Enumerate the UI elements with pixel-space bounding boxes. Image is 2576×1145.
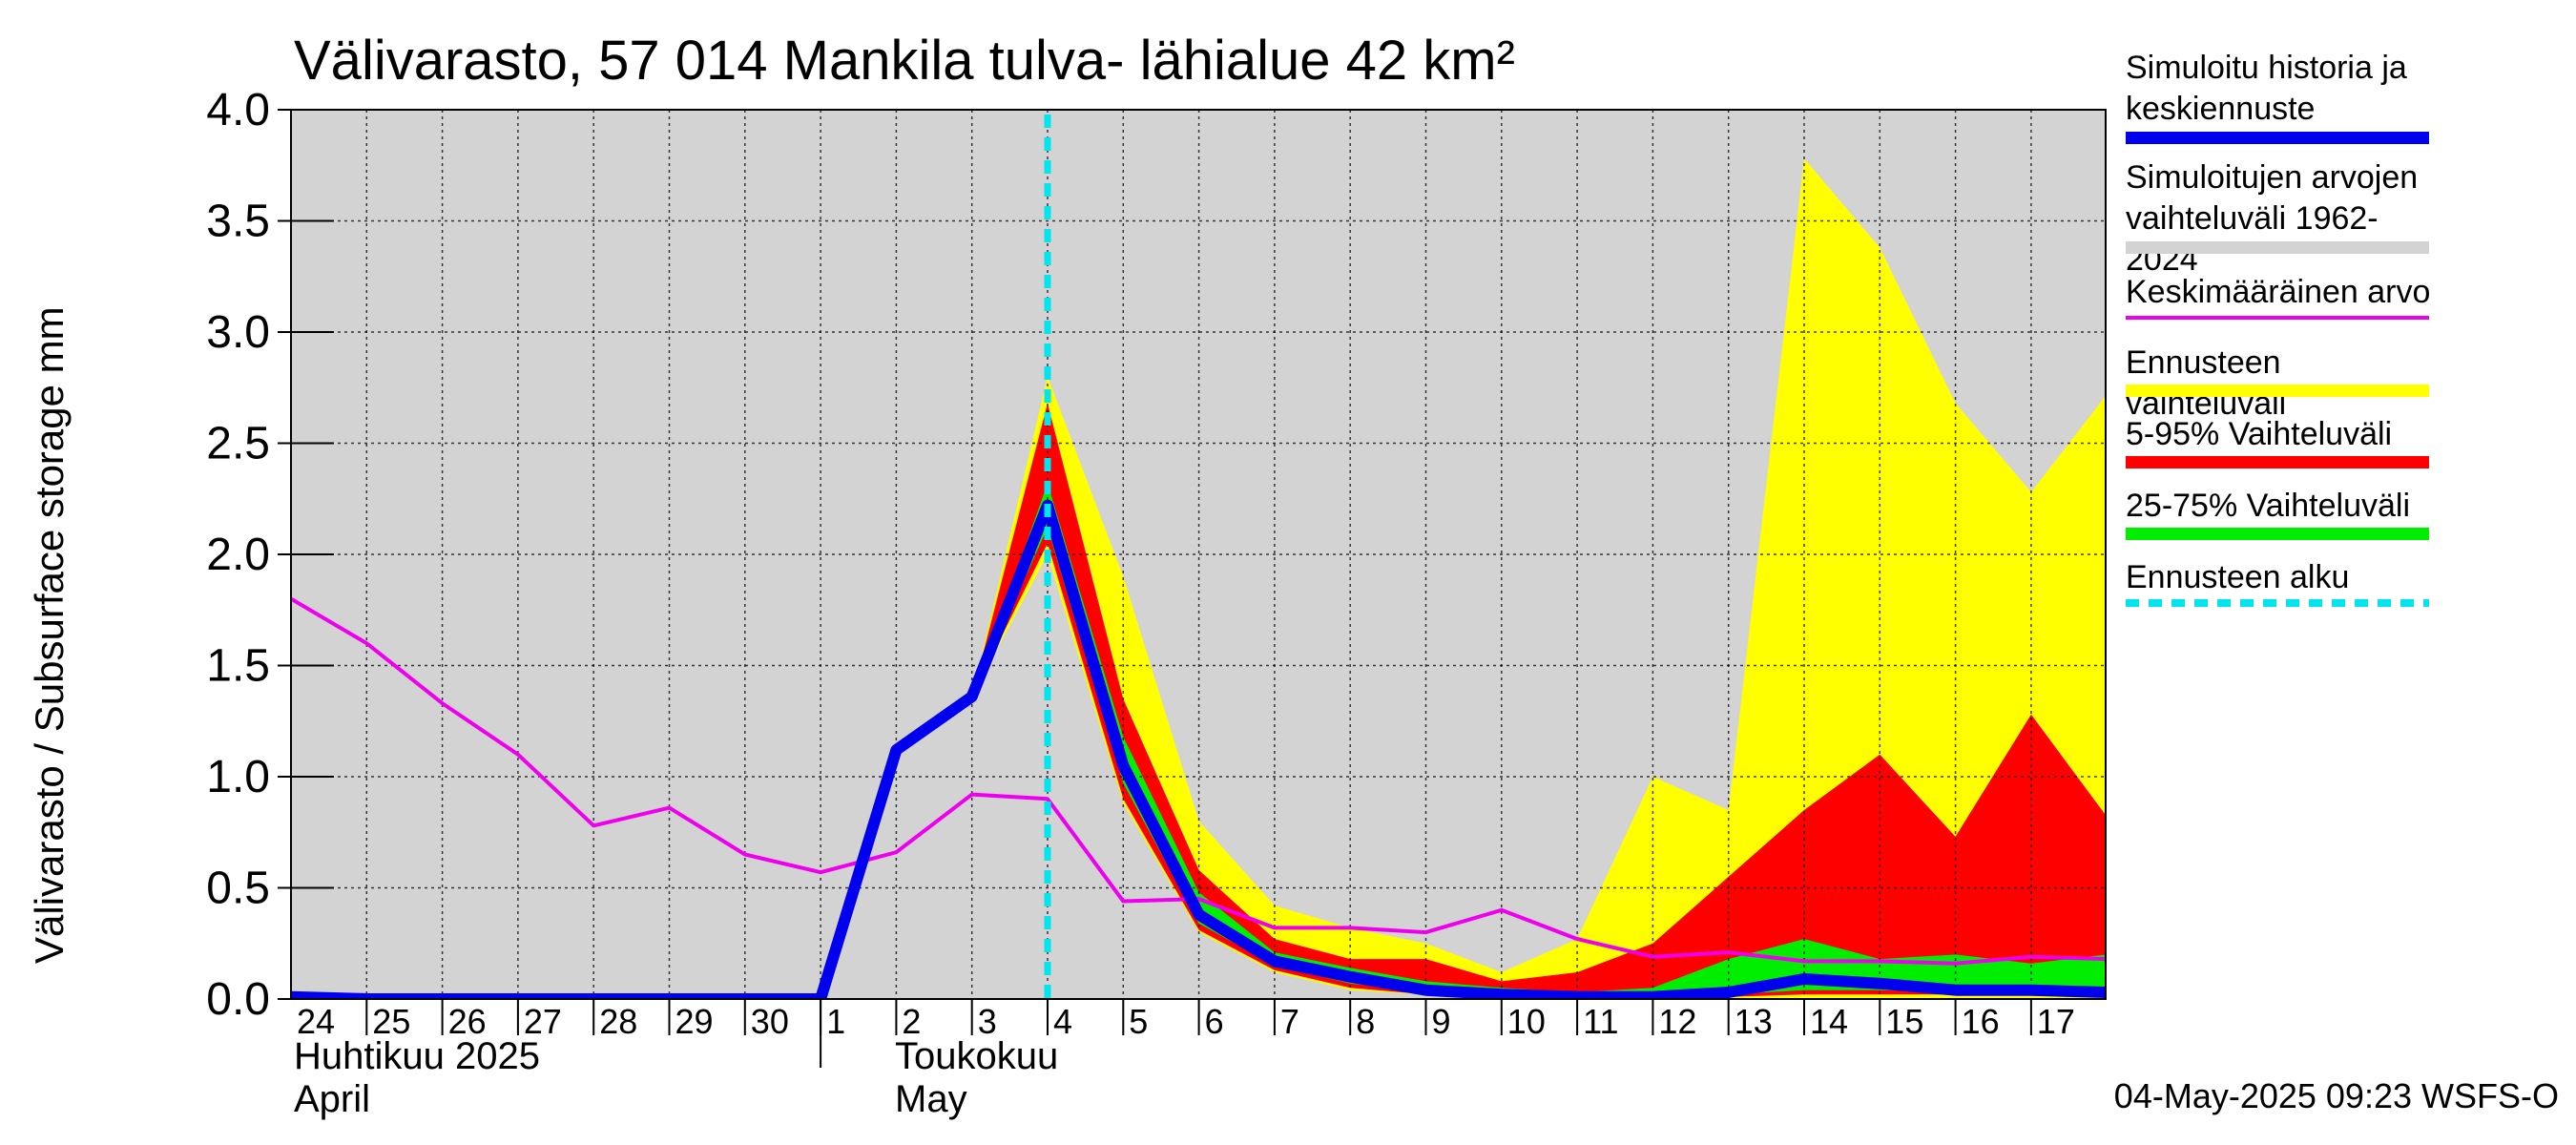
timestamp: 04-May-2025 09:23 WSFS-O [2113, 1076, 2559, 1115]
x-tick-label: 25 [372, 1002, 410, 1041]
month-label-april-en: April [294, 1078, 371, 1120]
legend-label-5-95: 5-95% Vaihteluväli [2126, 416, 2393, 452]
legend-swatch-forecast-start [2126, 599, 2429, 607]
y-tick-label: 0.0 [206, 974, 270, 1025]
y-tick-label: 1.5 [206, 641, 270, 692]
month-label-may-en: May [895, 1078, 967, 1120]
y-tick-label: 2.5 [206, 419, 270, 469]
chart-title: Välivarasto, 57 014 Mankila tulva- lähia… [294, 30, 1515, 92]
x-tick-label: 4 [1053, 1002, 1072, 1041]
y-tick-label: 1.0 [206, 752, 270, 802]
legend-swatch-simulated [2126, 132, 2429, 144]
x-tick-label: 5 [1129, 1002, 1148, 1041]
x-tick-label: 27 [524, 1002, 562, 1041]
x-tick-label: 29 [675, 1002, 714, 1041]
legend-label-historical-range: Simuloitujen arvojen vaihteluväli 1962-2… [2126, 159, 2419, 278]
legend-swatch-forecast-range [2126, 385, 2429, 397]
month-label-may-fi: Toukokuu [895, 1035, 1059, 1077]
legend-label-forecast-start: Ennusteen alku [2126, 559, 2350, 595]
x-tick-label: 9 [1432, 1002, 1451, 1041]
x-tick-label: 11 [1583, 1002, 1618, 1041]
y-tick-label: 3.0 [206, 307, 270, 358]
series-line-keskim-r-inen-arvo [291, 596, 2106, 966]
month-label-april-fi: Huhtikuu 2025 [294, 1035, 540, 1077]
y-axis-label: Välivarasto / Subsurface storage mm [27, 306, 72, 964]
legend-label-simulated: Simuloitu historia ja keskiennuste [2126, 50, 2407, 127]
y-tick-label: 4.0 [206, 85, 270, 135]
x-tick-label: 24 [297, 1002, 335, 1041]
legend-swatch-mean [2126, 316, 2429, 320]
legend-swatch-25-75 [2126, 528, 2429, 540]
legend-item-forecast-range: Ennusteen vaihteluväli [2126, 343, 2441, 425]
band-5-95-vaihteluv-li [971, 403, 2106, 999]
x-tick-label: 3 [978, 1002, 997, 1041]
legend-label-25-75: 25-75% Vaihteluväli [2126, 488, 2410, 524]
x-tick-label: 6 [1205, 1002, 1224, 1041]
legend-swatch-5-95 [2126, 456, 2429, 468]
y-tick-label: 0.5 [206, 864, 270, 914]
x-tick-label: 8 [1356, 1002, 1375, 1041]
legend-label-forecast-range: Ennusteen vaihteluväli [2126, 344, 2287, 422]
legend-item-5-95: 5-95% Vaihteluväli [2126, 414, 2441, 468]
legend-item-mean: Keskimääräinen arvo [2126, 272, 2441, 320]
legend-label-mean: Keskimääräinen arvo [2126, 274, 2431, 310]
series-line-simuloitu-historia-ja-keskiennuste [291, 499, 2106, 999]
x-tick-label: 10 [1507, 1002, 1546, 1041]
x-tick-label: 28 [599, 1002, 637, 1041]
x-tick-label: 2 [902, 1002, 921, 1041]
x-tick-label: 16 [1962, 1002, 2000, 1041]
legend-swatch-historical-range [2126, 241, 2429, 254]
x-tick-label: 14 [1810, 1002, 1848, 1041]
x-tick-label: 13 [1735, 1002, 1773, 1041]
x-tick-label: 26 [448, 1002, 487, 1041]
y-tick-label: 2.0 [206, 530, 270, 580]
band-ennusteen-vaihteluv-li [971, 158, 2106, 999]
y-tick-label: 3.5 [206, 197, 270, 247]
legend-item-forecast-start: Ennusteen alku [2126, 557, 2441, 607]
x-tick-label: 15 [1885, 1002, 1923, 1041]
x-tick-label: 12 [1658, 1002, 1696, 1041]
legend-item-historical-range: Simuloitujen arvojen vaihteluväli 1962-2… [2126, 157, 2441, 281]
x-tick-label: 7 [1280, 1002, 1299, 1041]
legend-item-25-75: 25-75% Vaihteluväli [2126, 486, 2441, 540]
x-tick-label: 30 [751, 1002, 789, 1041]
legend-item-simulated: Simuloitu historia ja keskiennuste [2126, 48, 2441, 144]
x-tick-label: 17 [2037, 1002, 2075, 1041]
x-tick-label: 1 [826, 1002, 845, 1041]
